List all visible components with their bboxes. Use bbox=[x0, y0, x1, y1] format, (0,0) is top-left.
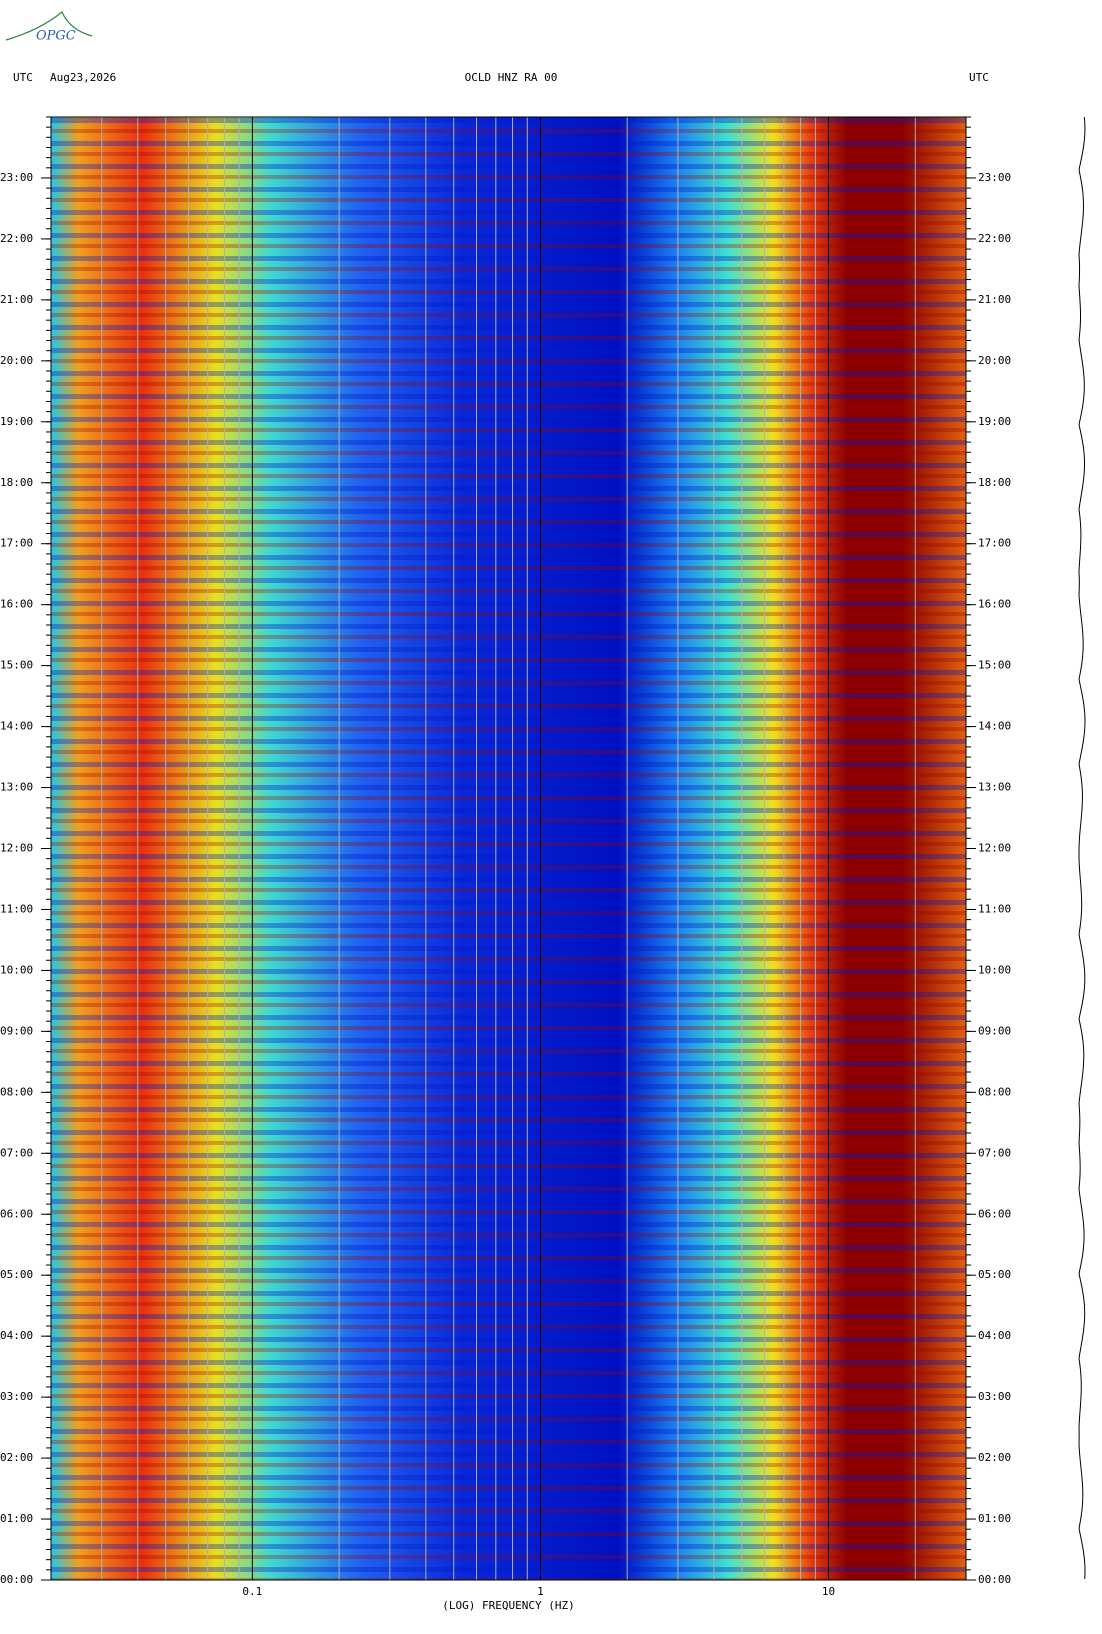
y-tick-label: 15:00 bbox=[978, 659, 1011, 672]
y-tick-label: 13:00 bbox=[0, 781, 33, 794]
y-tick-label: 01:00 bbox=[978, 1512, 1011, 1525]
y-tick-label: 16:00 bbox=[0, 598, 33, 611]
y-tick-label: 16:00 bbox=[978, 598, 1011, 611]
y-tick-label: 02:00 bbox=[978, 1451, 1011, 1464]
y-tick-label: 07:00 bbox=[0, 1146, 33, 1159]
y-tick-label: 22:00 bbox=[978, 232, 1011, 245]
y-tick-label: 18:00 bbox=[0, 476, 33, 489]
y-tick-label: 00:00 bbox=[978, 1573, 1011, 1586]
y-tick-label: 17:00 bbox=[978, 537, 1011, 550]
y-tick-label: 03:00 bbox=[0, 1390, 33, 1403]
y-tick-label: 18:00 bbox=[978, 476, 1011, 489]
seismogram-trace bbox=[1078, 116, 1086, 1580]
y-tick-label: 20:00 bbox=[0, 354, 33, 367]
y-tick-label: 14:00 bbox=[978, 720, 1011, 733]
y-tick-label: 22:00 bbox=[0, 232, 33, 245]
y-tick-label: 07:00 bbox=[978, 1146, 1011, 1159]
y-tick-label: 15:00 bbox=[0, 659, 33, 672]
y-tick-label: 04:00 bbox=[978, 1329, 1011, 1342]
y-tick-label: 05:00 bbox=[0, 1268, 33, 1281]
y-tick-label: 09:00 bbox=[0, 1024, 33, 1037]
y-tick-label: 21:00 bbox=[0, 293, 33, 306]
y-tick-label: 17:00 bbox=[0, 537, 33, 550]
y-tick-label: 10:00 bbox=[0, 963, 33, 976]
x-tick-label: 1 bbox=[537, 1585, 544, 1598]
y-tick-label: 02:00 bbox=[0, 1451, 33, 1464]
y-tick-label: 19:00 bbox=[978, 415, 1011, 428]
y-tick-label: 23:00 bbox=[978, 171, 1011, 184]
y-tick-label: 10:00 bbox=[978, 963, 1011, 976]
y-tick-label: 13:00 bbox=[978, 781, 1011, 794]
y-tick-label: 06:00 bbox=[0, 1207, 33, 1220]
y-tick-label: 03:00 bbox=[978, 1390, 1011, 1403]
spectrogram-texture bbox=[51, 117, 966, 1580]
y-tick-label: 11:00 bbox=[978, 902, 1011, 915]
y-tick-label: 08:00 bbox=[0, 1085, 33, 1098]
y-tick-label: 20:00 bbox=[978, 354, 1011, 367]
y-tick-label: 04:00 bbox=[0, 1329, 33, 1342]
x-axis-label: (LOG) FREQUENCY (HZ) bbox=[442, 1599, 574, 1612]
left-zone: UTC bbox=[13, 71, 33, 84]
logo: OPGC bbox=[36, 29, 76, 44]
y-tick-label: 19:00 bbox=[0, 415, 33, 428]
y-tick-label: 23:00 bbox=[0, 171, 33, 184]
logo-swoosh bbox=[5, 11, 93, 41]
plot-frame bbox=[50, 116, 967, 1581]
y-tick-label: 12:00 bbox=[0, 842, 33, 855]
seismogram bbox=[1078, 116, 1086, 1580]
y-tick-label: 05:00 bbox=[978, 1268, 1011, 1281]
y-tick-label: 12:00 bbox=[978, 842, 1011, 855]
station: OCLD HNZ RA 00 bbox=[465, 71, 558, 84]
date: Aug23,2026 bbox=[50, 71, 116, 84]
right-zone: UTC bbox=[969, 71, 989, 84]
y-tick-label: 08:00 bbox=[978, 1085, 1011, 1098]
y-tick-label: 09:00 bbox=[978, 1024, 1011, 1037]
y-tick-label: 01:00 bbox=[0, 1512, 33, 1525]
x-tick-label: 0.1 bbox=[242, 1585, 262, 1598]
y-tick-label: 11:00 bbox=[0, 902, 33, 915]
x-tick-label: 10 bbox=[822, 1585, 835, 1598]
y-tick-label: 00:00 bbox=[0, 1573, 33, 1586]
y-tick-label: 21:00 bbox=[978, 293, 1011, 306]
y-tick-label: 06:00 bbox=[978, 1207, 1011, 1220]
y-tick-label: 14:00 bbox=[0, 720, 33, 733]
